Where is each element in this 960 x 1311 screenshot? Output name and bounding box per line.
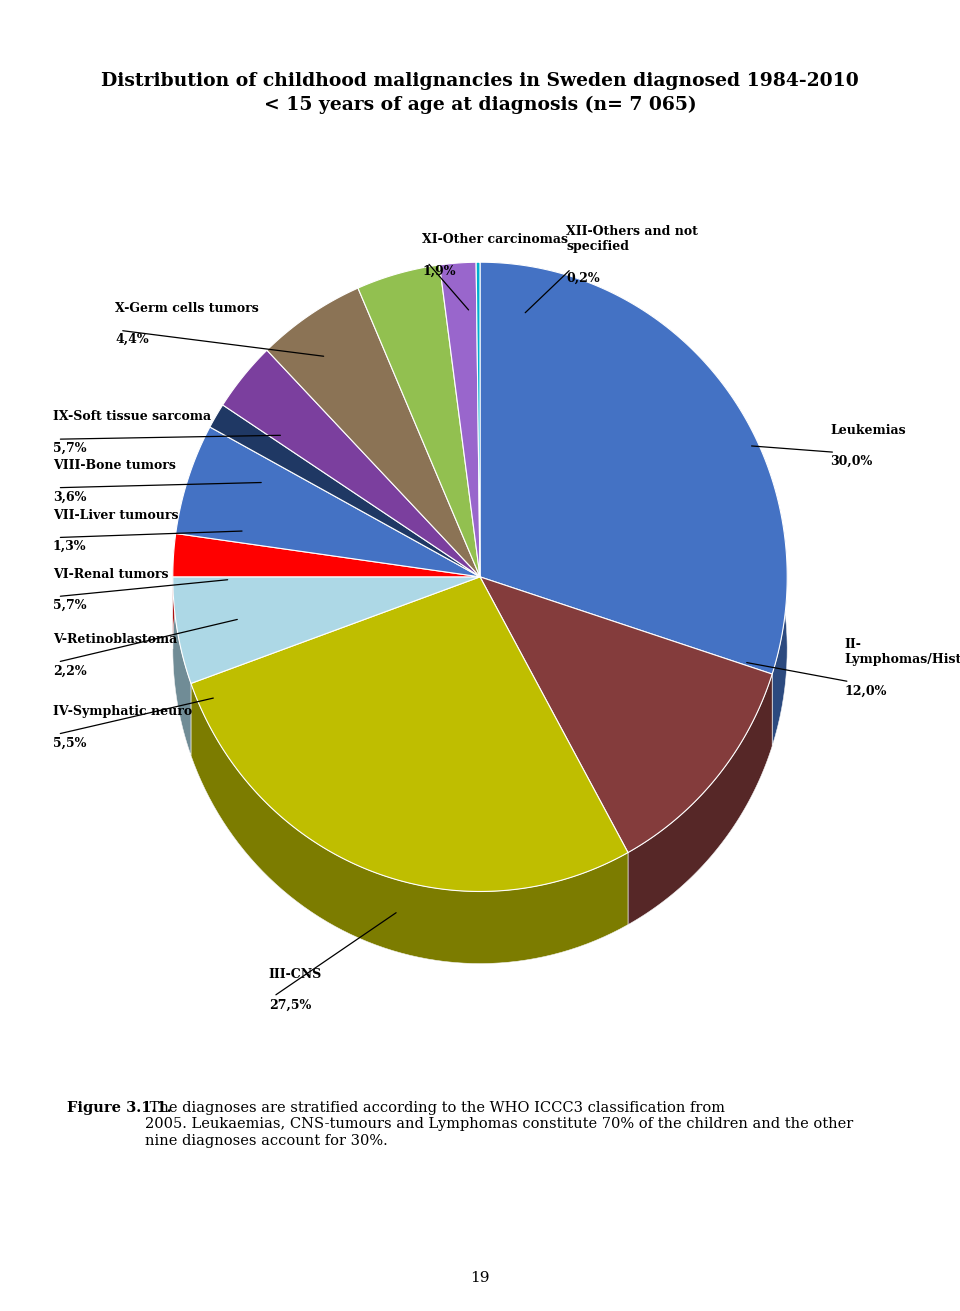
Polygon shape bbox=[173, 534, 176, 649]
PathPatch shape bbox=[210, 405, 480, 577]
Text: XI-Other carcinomas: XI-Other carcinomas bbox=[422, 233, 568, 246]
PathPatch shape bbox=[191, 577, 628, 891]
PathPatch shape bbox=[173, 534, 480, 577]
PathPatch shape bbox=[358, 265, 480, 577]
Text: Distribution of childhood malignancies in Sweden diagnosed 1984-2010: Distribution of childhood malignancies i… bbox=[101, 72, 859, 90]
Text: 12,0%: 12,0% bbox=[845, 684, 887, 697]
PathPatch shape bbox=[223, 350, 480, 577]
PathPatch shape bbox=[480, 262, 787, 674]
Ellipse shape bbox=[173, 334, 787, 964]
PathPatch shape bbox=[476, 262, 480, 577]
Polygon shape bbox=[628, 674, 772, 924]
Polygon shape bbox=[480, 262, 787, 746]
Text: VII-Liver tumours: VII-Liver tumours bbox=[53, 509, 179, 522]
Text: The diagnoses are stratified according to the WHO ICCC3 classification from
2005: The diagnoses are stratified according t… bbox=[145, 1101, 853, 1147]
Text: 5,5%: 5,5% bbox=[53, 737, 86, 750]
Text: IV-Symphatic neuro: IV-Symphatic neuro bbox=[53, 705, 192, 718]
Text: 27,5%: 27,5% bbox=[269, 999, 311, 1012]
PathPatch shape bbox=[440, 262, 480, 577]
Text: IX-Soft tissue sarcoma: IX-Soft tissue sarcoma bbox=[53, 410, 211, 423]
Text: 4,4%: 4,4% bbox=[115, 333, 149, 346]
Text: 30,0%: 30,0% bbox=[830, 455, 873, 468]
Text: VIII-Bone tumors: VIII-Bone tumors bbox=[53, 459, 176, 472]
Text: Leukemias: Leukemias bbox=[830, 423, 906, 437]
PathPatch shape bbox=[173, 577, 480, 683]
Text: 5,7%: 5,7% bbox=[53, 599, 86, 612]
Text: VI-Renal tumors: VI-Renal tumors bbox=[53, 568, 168, 581]
Polygon shape bbox=[191, 683, 628, 964]
Text: 2,2%: 2,2% bbox=[53, 665, 86, 678]
Text: XII-Others and not
specified: XII-Others and not specified bbox=[566, 225, 698, 253]
Text: 3,6%: 3,6% bbox=[53, 490, 86, 503]
Text: 1,9%: 1,9% bbox=[422, 265, 456, 278]
Text: Figure 3.1.1.: Figure 3.1.1. bbox=[67, 1101, 172, 1116]
Text: 1,3%: 1,3% bbox=[53, 540, 86, 553]
PathPatch shape bbox=[480, 577, 772, 852]
Text: 19: 19 bbox=[470, 1272, 490, 1285]
Text: III-CNS: III-CNS bbox=[269, 968, 322, 981]
Text: 5,7%: 5,7% bbox=[53, 442, 86, 455]
Text: X-Germ cells tumors: X-Germ cells tumors bbox=[115, 302, 259, 315]
Text: < 15 years of age at diagnosis (n= 7 065): < 15 years of age at diagnosis (n= 7 065… bbox=[264, 96, 696, 114]
PathPatch shape bbox=[267, 288, 480, 577]
Text: 0,2%: 0,2% bbox=[566, 271, 600, 284]
Text: V-Retinoblastoma: V-Retinoblastoma bbox=[53, 633, 177, 646]
PathPatch shape bbox=[176, 427, 480, 577]
Polygon shape bbox=[173, 577, 191, 755]
Text: II-
Lymphomas/Histiocytosis: II- Lymphomas/Histiocytosis bbox=[845, 638, 960, 666]
